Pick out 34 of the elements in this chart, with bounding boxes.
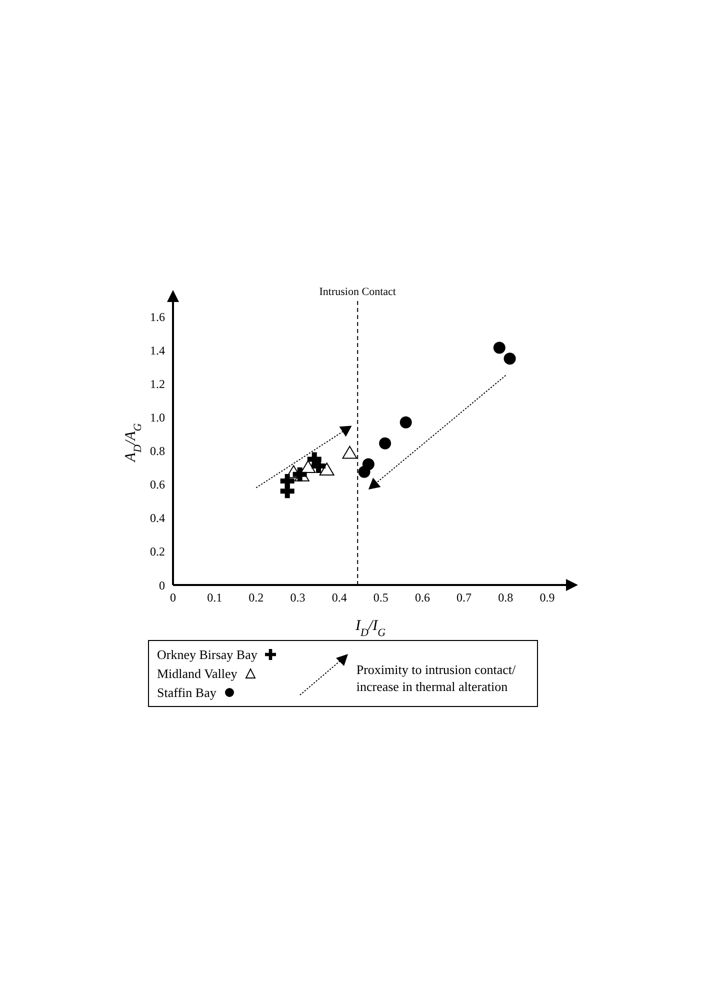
y-tick-label: 0.8	[150, 444, 165, 458]
x-tick-label: 0.4	[332, 590, 347, 605]
x-tick-label: 0	[170, 590, 176, 605]
point	[493, 342, 506, 354]
y-tick-label: 0.4	[150, 511, 165, 526]
y-tick-label: 0	[159, 578, 165, 592]
y-tick-label: 1.2	[150, 377, 165, 392]
ref-line-label: Intrusion Contact	[319, 286, 396, 298]
point	[379, 437, 392, 450]
x-tick-label: 0.6	[414, 590, 430, 605]
x-axis-title: I$_{D}$/I$_{G}$	[354, 618, 386, 639]
point	[319, 462, 334, 476]
point	[504, 352, 516, 365]
legend-label: Staffin Bay	[157, 684, 216, 700]
point	[292, 467, 307, 482]
x-tick-label: 0.7	[456, 590, 472, 605]
y-tick-label: 1.6	[150, 310, 165, 324]
legend-label: Midland Valley	[157, 666, 238, 682]
point	[342, 446, 358, 459]
x-tick-label: 0.9	[540, 590, 555, 605]
y-tick-label: 1.0	[150, 410, 165, 425]
point	[280, 474, 294, 488]
point	[400, 416, 412, 428]
x-tick-label: 0.2	[248, 590, 264, 605]
y-tick-label: 0.2	[150, 544, 165, 559]
legend-label: Orkney Birsay Bay	[157, 646, 258, 662]
text: Proximity to intrusion contact/ increase in thermal alteration	[356, 661, 516, 695]
y-tick-label: 1.4	[150, 344, 165, 358]
x-tick-label: 0.8	[498, 590, 514, 605]
point	[362, 458, 374, 470]
y-tick-label: 0.6	[150, 478, 165, 492]
x-tick-label: 0.5	[373, 590, 388, 605]
x-tick-label: 0.1	[207, 590, 222, 605]
x-tick-label: 0.3	[290, 590, 306, 605]
